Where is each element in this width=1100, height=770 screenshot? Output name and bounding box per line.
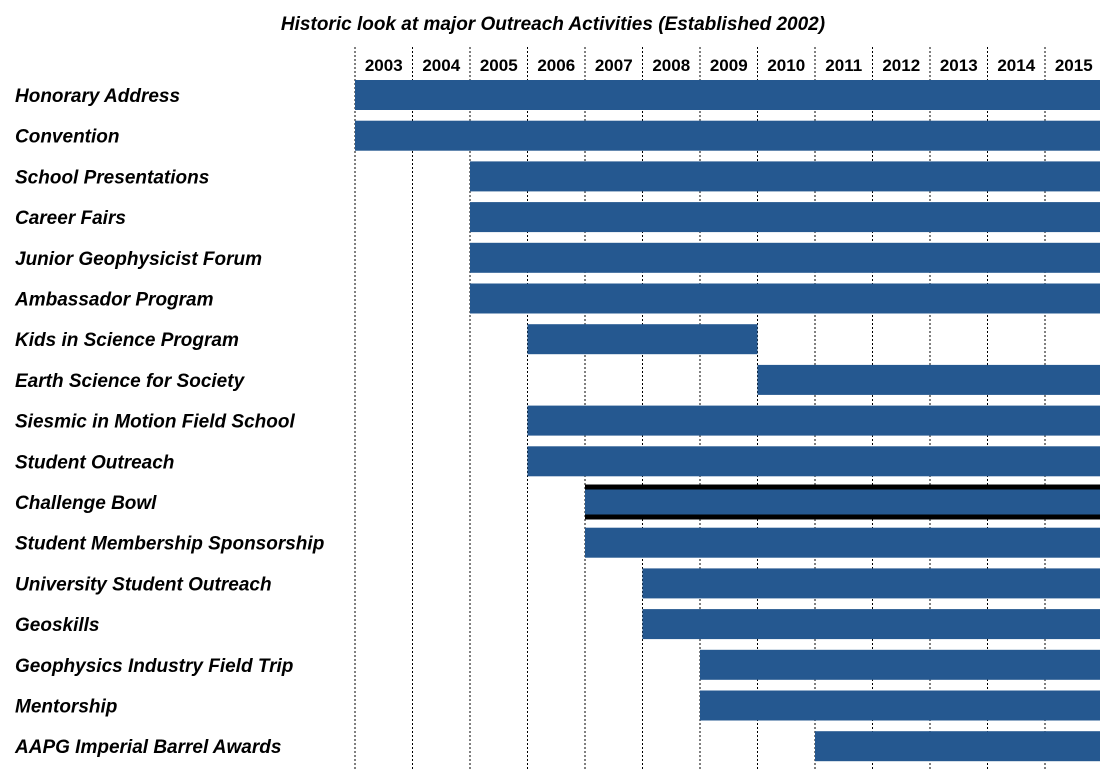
activity-label: Student Outreach <box>15 452 174 473</box>
activity-label: Ambassador Program <box>14 290 214 311</box>
year-label: 2008 <box>652 56 690 75</box>
activity-bars <box>355 80 1100 762</box>
year-label: 2015 <box>1055 56 1093 75</box>
activity-bar <box>470 283 1100 314</box>
activity-bar <box>527 446 1100 477</box>
year-label: 2014 <box>997 56 1035 75</box>
activity-label: Geoskills <box>15 615 100 636</box>
activity-bar <box>585 527 1100 558</box>
activity-label: Siesmic in Motion Field School <box>15 412 295 433</box>
activity-bar <box>642 609 1100 640</box>
activity-bar <box>585 487 1100 517</box>
activity-label: School Presentations <box>15 167 209 188</box>
activity-bar <box>527 324 758 355</box>
year-labels: 2003 2004 2005 2006 2007 2008 2009 2010 2011 2012… <box>365 56 1093 75</box>
activity-label: Student Membership Sponsorship <box>15 534 324 555</box>
activity-label: Kids in Science Program <box>15 330 239 351</box>
activity-label: Honorary Address <box>15 86 180 107</box>
activity-label: Convention <box>15 127 120 148</box>
activity-bar <box>470 202 1100 233</box>
activity-label: Career Fairs <box>15 208 126 229</box>
activity-bar <box>470 161 1100 192</box>
activity-label: Geophysics Industry Field Trip <box>15 656 293 677</box>
activity-label: Mentorship <box>15 697 117 718</box>
activity-bar <box>815 731 1100 762</box>
activity-bar <box>470 242 1100 273</box>
activity-label: University Student Outreach <box>15 574 272 595</box>
year-label: 2003 <box>365 56 403 75</box>
year-label: 2011 <box>825 56 862 75</box>
activity-bar <box>700 690 1100 721</box>
activity-labels: Honorary Address Convention School Present… <box>14 86 324 758</box>
activity-bar <box>355 120 1100 151</box>
year-label: 2007 <box>595 56 633 75</box>
year-label: 2005 <box>480 56 518 75</box>
year-label: 2012 <box>882 56 920 75</box>
activity-bar <box>355 80 1100 110</box>
activity-label: Junior Geophysicist Forum <box>15 249 262 270</box>
year-label: 2010 <box>767 56 805 75</box>
activity-label: Earth Science for Society <box>15 371 246 392</box>
chart-title: Historic look at major Outreach Activiti… <box>281 14 825 35</box>
year-label: 2006 <box>537 56 575 75</box>
activity-bar <box>527 405 1100 436</box>
year-label: 2009 <box>710 56 748 75</box>
year-label: 2004 <box>422 56 460 75</box>
activity-bar <box>757 364 1100 395</box>
activity-bar <box>700 649 1100 680</box>
activity-label: Challenge Bowl <box>15 493 157 514</box>
year-label: 2013 <box>940 56 978 75</box>
activity-bar <box>642 568 1100 599</box>
activity-label: AAPG Imperial Barrel Awards <box>14 737 281 758</box>
